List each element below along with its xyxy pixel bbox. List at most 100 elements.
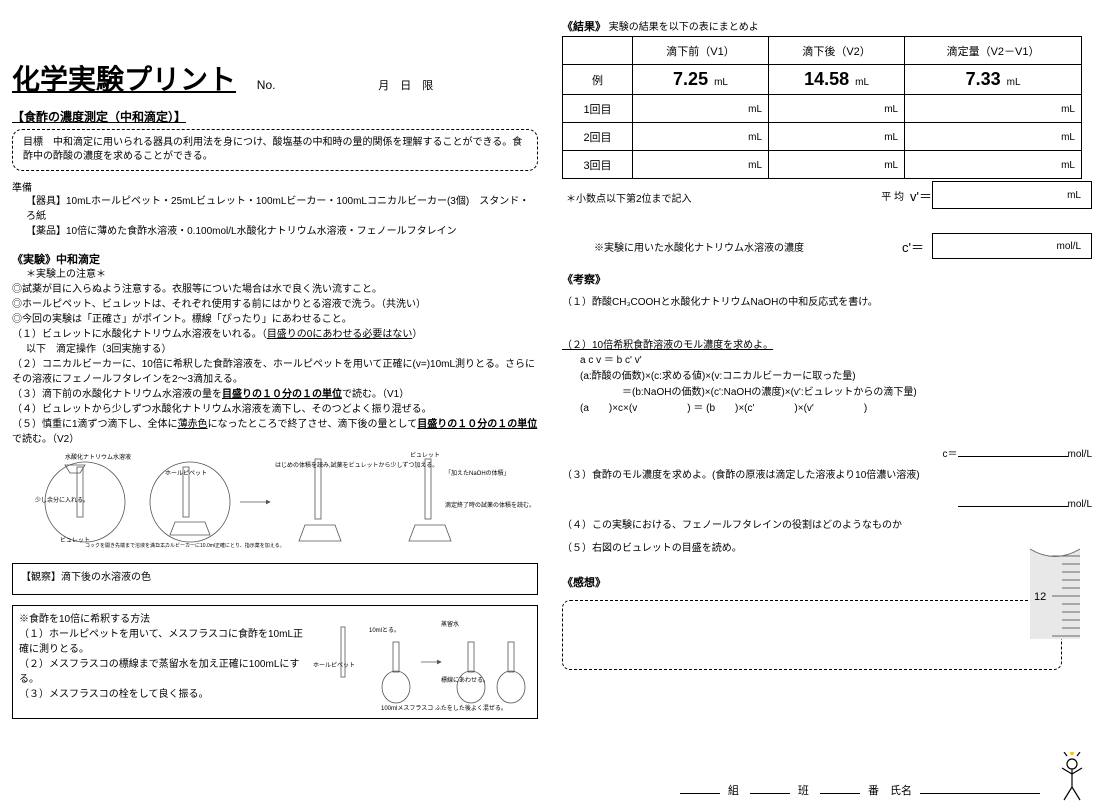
ans2-unit: mol/L xyxy=(1068,449,1092,460)
q2: （２）10倍希釈食酢溶液のモル濃度を求めよ。 xyxy=(562,340,773,351)
ex-v2: 14.58 xyxy=(804,69,849,89)
step5c: になったところで終了させ、滴下後の量として xyxy=(208,419,418,430)
step3a: （３）滴下前の水酸化ナトリウム水溶液の量を xyxy=(12,389,222,400)
formula-3: ＝(b:NaOHの価数)×(c':NaOHの濃度)×(v':ビュレットからの滴下… xyxy=(622,385,1092,401)
step2: （２）コニカルビーカーに、10倍に希釈した食酢溶液を、ホールピペットを用いて正確… xyxy=(12,357,538,387)
results-sub: 実験の結果を以下の表にまとめよ xyxy=(609,22,759,33)
step1d: 以下 滴定操作（3回実施する） xyxy=(12,342,538,357)
svg-text:100mlメスフラスコ ふたをした後よく混ぜる。: 100mlメスフラスコ ふたをした後よく混ぜる。 xyxy=(381,704,507,712)
col-v2: 滴下後（V2） xyxy=(769,37,905,65)
burette-diagram: 12 xyxy=(1020,544,1090,644)
svg-text:滴定終了時の試薬の体積を読む。: 滴定終了時の試薬の体積を読む。 xyxy=(445,501,535,509)
chemicals-text: 【薬品】10倍に薄めた食酢水溶液・0.100mol/L水酸化ナトリウム水溶液・フ… xyxy=(12,224,538,239)
apparatus-text: 【器具】10mLホールピペット・25mLビュレット・100mLビーカー・100m… xyxy=(12,194,538,224)
row3-v1[interactable]: mL xyxy=(633,151,769,179)
worksheet-title: 化学実験プリント xyxy=(12,58,236,98)
formula-1: a c v ＝ b c' v' xyxy=(580,353,1092,369)
step5d: 目盛りの１０分の１の単位 xyxy=(417,419,537,430)
ex-v1: 7.25 xyxy=(673,69,708,89)
svg-text:標線にあわせる。: 標線にあわせる。 xyxy=(441,676,489,684)
dilution-s1: （１）ホールピペットを用いて、メスフラスコに食酢を10mL正確に測りとる。 xyxy=(19,627,311,657)
avg-label: 平 均 xyxy=(881,188,904,203)
experiment-heading: 《実験》中和滴定 xyxy=(12,251,538,267)
row2-vd[interactable]: mL xyxy=(905,123,1082,151)
step1b: 目盛りの0にあわせる必要はない xyxy=(267,329,413,340)
col-v1: 滴下前（V1） xyxy=(633,37,769,65)
svg-text:ホールピペット: ホールピペット xyxy=(165,470,207,477)
step5b: 薄赤色 xyxy=(178,419,208,430)
svg-text:12: 12 xyxy=(1034,591,1046,603)
conc-note: ※実験に用いた水酸化ナトリウム水溶液の濃度 xyxy=(594,239,804,254)
dilution-heading: ※食酢を10倍に希釈する方法 xyxy=(19,612,311,627)
formula-2: (a:酢酸の価数)×(c:求める値)×(v:コニカルビーカーに取った量) xyxy=(580,369,1092,385)
step5a: （５）慎重に1滴ずつ滴下し、全体に xyxy=(12,419,178,430)
kansou-box[interactable] xyxy=(562,600,1062,670)
observation-box[interactable]: 【観察】滴下後の水溶液の色 xyxy=(12,563,538,595)
svg-text:ホールピペット: ホールピペット xyxy=(313,662,355,669)
ex-vd: 7.33 xyxy=(966,69,1001,89)
footer-fields: 組 班 番 氏名 xyxy=(676,782,1044,798)
q3: （３）食酢のモル濃度を求めよ。(食酢の原液は滴定した溶液より10倍濃い溶液) xyxy=(562,468,1092,483)
dilution-s2: （２）メスフラスコの標線まで蒸留水を加え正確に100mLにする。 xyxy=(19,657,311,687)
row3-v2[interactable]: mL xyxy=(769,151,905,179)
dilution-box: ※食酢を10倍に希釈する方法 （１）ホールピペットを用いて、メスフラスコに食酢を… xyxy=(12,605,538,719)
row2-v2[interactable]: mL xyxy=(769,123,905,151)
svg-text:水酸化ナトリウム水溶液: 水酸化ナトリウム水溶液 xyxy=(65,453,131,461)
caution-1: ◎試薬が目に入らぬよう注意する。衣服等についた場合は水で良く洗い流すこと。 xyxy=(12,282,538,297)
step3b: 目盛りの１０分の１の単位 xyxy=(222,389,342,400)
row1-vd[interactable]: mL xyxy=(905,95,1082,123)
row2-label: 2回目 xyxy=(563,123,633,151)
person-icon xyxy=(1054,752,1090,802)
titration-diagram: 水酸化ナトリウム水溶液 少し余分に入れる。 ビュレット コックを開き先端まで溶液… xyxy=(12,447,538,557)
formula-4: (a )×c×(v ) ＝ (b )×(c' )×(v' ) xyxy=(580,401,1092,417)
kansou-heading: 《感想》 xyxy=(562,574,1092,590)
observation-label: 【観察】滴下後の水溶液の色 xyxy=(21,572,151,583)
results-table: 滴下前（V1） 滴下後（V2） 滴定量（V2－V1） 例 7.25 mL 14.5… xyxy=(562,36,1082,179)
dilution-diagram: ホールピペット 10mlとる。 蒸留水 標線にあわせる。 100mlメスフラスコ… xyxy=(311,612,531,712)
svg-text:はじめの体積を読み,試薬をビュレットから少しずつ加える。: はじめの体積を読み,試薬をビュレットから少しずつ加える。 xyxy=(275,461,438,469)
row1-label: 1回目 xyxy=(563,95,633,123)
q4: （４）この実験における、フェノールフタレインの役割はどのようなものか xyxy=(562,518,1092,533)
goal-box: 目標 中和滴定に用いられる器具の利用法を身につけ、酸塩基の中和時の量的関係を理解… xyxy=(12,129,538,171)
row1-v2[interactable]: mL xyxy=(769,95,905,123)
caution-3: ◎今回の実験は「正確さ」がポイント。標線「ぴったり」にあわせること。 xyxy=(12,312,538,327)
caution-2: ◎ホールピペット、ビュレットは、それぞれ使用する前にはかりとる溶液で洗う。（共洗… xyxy=(12,297,538,312)
kousatsu-heading: 《考察》 xyxy=(562,271,1092,287)
svg-text:コニカルビーカーに10.0ml正確にとり、指示薬を加える。: コニカルビーカーに10.0ml正確にとり、指示薬を加える。 xyxy=(155,542,285,549)
prep-label: 準備 xyxy=(12,179,538,194)
conc-symbol: c'＝ xyxy=(902,237,924,256)
step3c: で読む。（V1） xyxy=(342,389,409,400)
section1-heading: 【食酢の濃度測定（中和滴定）】 xyxy=(12,108,538,125)
row-example-label: 例 xyxy=(563,65,633,95)
svg-text:少し余分に入れる。: 少し余分に入れる。 xyxy=(35,496,89,504)
col-vd: 滴定量（V2－V1） xyxy=(905,37,1082,65)
results-heading: 《結果》 xyxy=(562,21,606,33)
date-labels: 月 日 限 xyxy=(378,77,433,93)
caution-label: ＊実験上の注意＊ xyxy=(12,267,538,282)
svg-text:10mlとる。: 10mlとる。 xyxy=(369,627,400,634)
step1a: （１）ビュレットに水酸化ナトリウム水溶液をいれる。（ xyxy=(12,329,267,340)
dilution-s3: （３）メスフラスコの栓をして良く振る。 xyxy=(19,687,311,702)
row1-v1[interactable]: mL xyxy=(633,95,769,123)
ans2-label: c＝ xyxy=(943,449,958,460)
q1: （１）酢酸CH₃COOHと水酸化ナトリウムNaOHの中和反応式を書け。 xyxy=(562,295,1092,310)
col-blank xyxy=(563,37,633,65)
step4: （４）ビュレットから少しずつ水酸化ナトリウム水溶液を滴下し、そのつどよく振り混ぜ… xyxy=(12,402,538,417)
svg-text:ビュレット: ビュレット xyxy=(410,451,440,459)
results-note: ＊小数点以下第2位まで記入 xyxy=(566,190,692,205)
row3-label: 3回目 xyxy=(563,151,633,179)
ans2-blank[interactable] xyxy=(958,456,1068,457)
no-label: No. xyxy=(257,78,276,92)
row2-v1[interactable]: mL xyxy=(633,123,769,151)
step1c: ） xyxy=(412,329,422,340)
q5: （５）右図のビュレットの目盛を読め。 xyxy=(562,541,1092,556)
conc-value-box[interactable]: mol/L xyxy=(932,233,1092,259)
step5e: で読む。（V2） xyxy=(12,434,79,445)
ans3-blank[interactable] xyxy=(958,506,1068,507)
row3-vd[interactable]: mL xyxy=(905,151,1082,179)
avg-symbol: v'＝ xyxy=(910,186,932,205)
svg-text:「加えたNaOHの体積」: 「加えたNaOHの体積」 xyxy=(445,469,510,477)
ans3-unit: mol/L xyxy=(1068,499,1092,510)
avg-value-box[interactable]: mL xyxy=(932,181,1092,209)
svg-text:蒸留水: 蒸留水 xyxy=(441,620,459,628)
